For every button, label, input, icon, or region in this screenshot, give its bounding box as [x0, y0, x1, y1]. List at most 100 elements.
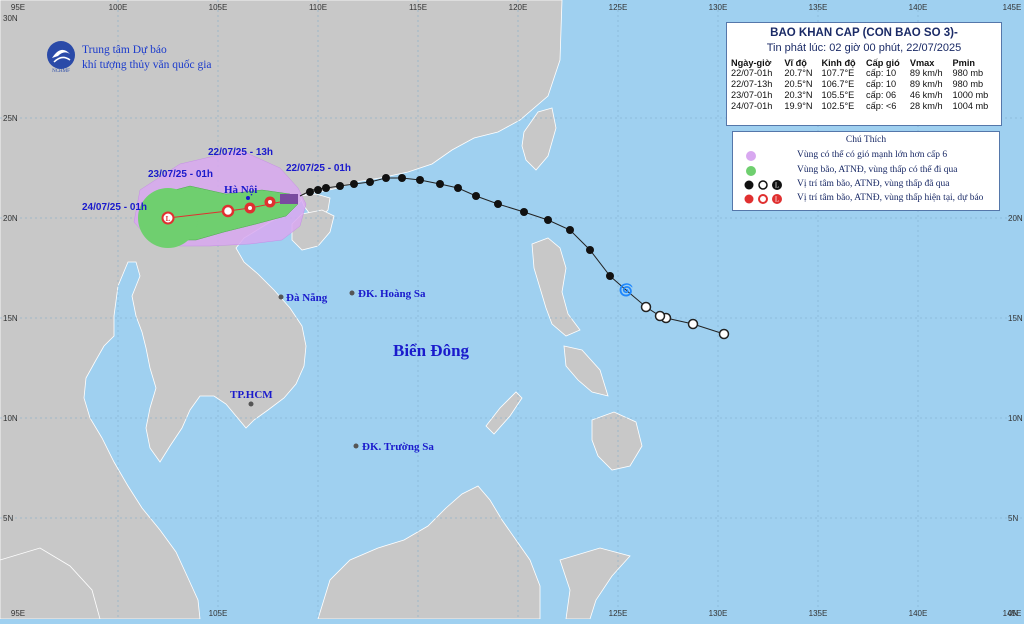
- lon-label: 140E: [909, 609, 928, 618]
- table-header-row: Ngày-giờ Vĩ độ Kinh độ Cấp gió Vmax Pmin: [730, 58, 998, 68]
- current-storm-marker: [280, 194, 298, 204]
- lon-label: 135E: [809, 609, 828, 618]
- legend-item: Vùng bão, ATNĐ, vùng thấp có thể đi qua: [741, 165, 997, 177]
- borneo: [317, 485, 541, 620]
- forecast-low-icon: [161, 211, 175, 225]
- taiwan: [521, 107, 557, 171]
- past-storm-icon: [322, 184, 330, 192]
- lat-label: 30N: [3, 14, 18, 23]
- legend-item: Vùng có thể có gió mạnh lớn hơn cấp 6: [741, 150, 997, 162]
- legend-title: Chú Thích: [845, 135, 887, 145]
- legend-panel: Chú Thích Vùng có thể có gió mạnh lớn hơ…: [732, 131, 1000, 211]
- svg-text:L: L: [166, 215, 171, 223]
- past-storm-icon: [586, 246, 594, 254]
- lon-label: 135E: [809, 3, 828, 12]
- past-storm-icon: [494, 200, 502, 208]
- col-header: Vmax: [909, 58, 935, 68]
- lon-label: 145E: [1003, 609, 1022, 618]
- lat-label: 5N: [1008, 514, 1018, 523]
- place-hoang-sa: ĐK. Hoàng Sa: [358, 288, 426, 300]
- lon-labels-top: 95E 100E 105E 110E 115E 120E 125E 130E 1…: [11, 3, 1021, 12]
- lon-label: 105E: [209, 609, 228, 618]
- past-positions: 🌀: [306, 174, 730, 340]
- sea-label-bien-dong: Biển Đông: [393, 341, 470, 360]
- lon-label: 125E: [609, 609, 628, 618]
- lon-label: 145E: [1003, 3, 1022, 12]
- place-ha-noi: Hà Nội: [224, 184, 257, 196]
- org-name-line2: khí tượng thủy văn quốc gia: [82, 59, 212, 71]
- lat-label: 5N: [3, 514, 13, 523]
- table-row: 22/07-01h 20.7°N 107.7°E cấp: 10 89 km/h 980 …: [731, 68, 984, 78]
- place-truong-sa: ĐK. Trường Sa: [362, 441, 434, 453]
- green-dot-icon: [746, 166, 756, 176]
- svg-text:L: L: [775, 196, 779, 204]
- lat-labels-right: 20N 15N 10N 5N 0N: [1008, 214, 1023, 618]
- org-name-line1: Trung tâm Dự báo: [82, 44, 167, 56]
- sumatra: [0, 547, 101, 620]
- bulletin-panel: BAO KHAN CAP (CON BAO SO 3)- Tin phát lú…: [726, 22, 1002, 126]
- lat-label: 25N: [3, 114, 18, 123]
- forecast-label-t0: 22/07/25 - 01h: [286, 163, 351, 174]
- palawan: [485, 391, 523, 435]
- lon-label: 130E: [709, 609, 728, 618]
- past-depression-icon: [654, 310, 666, 322]
- past-storm-icon: [472, 192, 480, 200]
- forecast-label-t48: 24/07/25 - 01h: [82, 202, 147, 213]
- table-row: 24/07-01h 19.9°N 102.5°E cấp: <6 28 km/h 1004…: [731, 101, 989, 111]
- lon-label: 100E: [109, 3, 128, 12]
- col-header: Kinh độ: [821, 58, 856, 68]
- mindanao: [591, 411, 643, 471]
- bulletin-subtitle: Tin phát lúc: 02 giờ 00 phút, 22/07/2025: [766, 42, 962, 54]
- legend-item: L Vị trí tâm bão, ATNĐ, vùng thấp đã qua: [741, 179, 997, 191]
- past-storm-icon: [382, 174, 390, 182]
- lat-label: 10N: [3, 414, 18, 423]
- past-storm-icon: [336, 182, 344, 190]
- black-storm-icons: L: [744, 180, 782, 190]
- forecast-label-t24: 23/07/25 - 01h: [148, 169, 213, 180]
- past-storm-icon: [606, 272, 614, 280]
- col-header: Ngày-giờ: [731, 58, 772, 68]
- forecast-table: Ngày-giờ Vĩ độ Kinh độ Cấp gió Vmax Pmin…: [730, 58, 998, 112]
- lon-label: 95E: [11, 609, 25, 618]
- lon-label: 130E: [709, 3, 728, 12]
- past-storm-icon: [436, 180, 444, 188]
- table-row: 23/07-01h 20.3°N 105.5°E cấp: 06 46 km/h 1000…: [731, 90, 989, 100]
- past-storm-icon: [544, 216, 552, 224]
- lat-labels-left: 30N 25N 20N 15N 10N 5N: [3, 14, 18, 523]
- past-storm-icon: 🌀: [619, 282, 634, 297]
- past-storm-icon: [306, 188, 314, 196]
- lon-label: 95E: [11, 3, 25, 12]
- lon-label: 110E: [309, 3, 327, 12]
- bulletin-title: BAO KHAN CAP (CON BAO SO 3)-: [770, 27, 958, 39]
- past-storm-icon: [366, 178, 374, 186]
- visayas: [563, 345, 609, 397]
- past-storm-icon: [350, 180, 358, 188]
- past-storm-icon: [520, 208, 528, 216]
- past-storm-icon: [566, 226, 574, 234]
- past-storm-icon: [454, 184, 462, 192]
- col-header: Vĩ độ: [784, 58, 807, 68]
- sulawesi: [559, 547, 631, 620]
- forecast-depression-icon: [221, 204, 235, 218]
- past-storm-icon: [398, 174, 406, 182]
- forecast-positions: L: [161, 194, 298, 225]
- lat-label: 20N: [1008, 214, 1023, 223]
- lon-label: 125E: [609, 3, 628, 12]
- lat-label: 15N: [1008, 314, 1023, 323]
- lat-label: 20N: [3, 214, 18, 223]
- col-header: Pmin: [952, 58, 975, 68]
- lon-labels-bottom: 95E 105E 125E 130E 135E 140E 145E: [11, 609, 1021, 618]
- red-storm-icons: L: [744, 194, 782, 204]
- forecast-label-t12: 22/07/25 - 13h: [208, 147, 273, 158]
- purple-dot-icon: [746, 151, 756, 161]
- org-header: NCHMF Trung tâm Dự báo khí tượng thủy vă…: [44, 40, 244, 80]
- past-depression-icon: [640, 301, 652, 313]
- lat-label: 10N: [1008, 414, 1023, 423]
- past-depression-icon: [687, 318, 699, 330]
- luzon: [531, 237, 581, 337]
- svg-text:L: L: [775, 182, 779, 190]
- place-tphcm: TP.HCM: [230, 389, 273, 401]
- lon-label: 120E: [509, 3, 528, 12]
